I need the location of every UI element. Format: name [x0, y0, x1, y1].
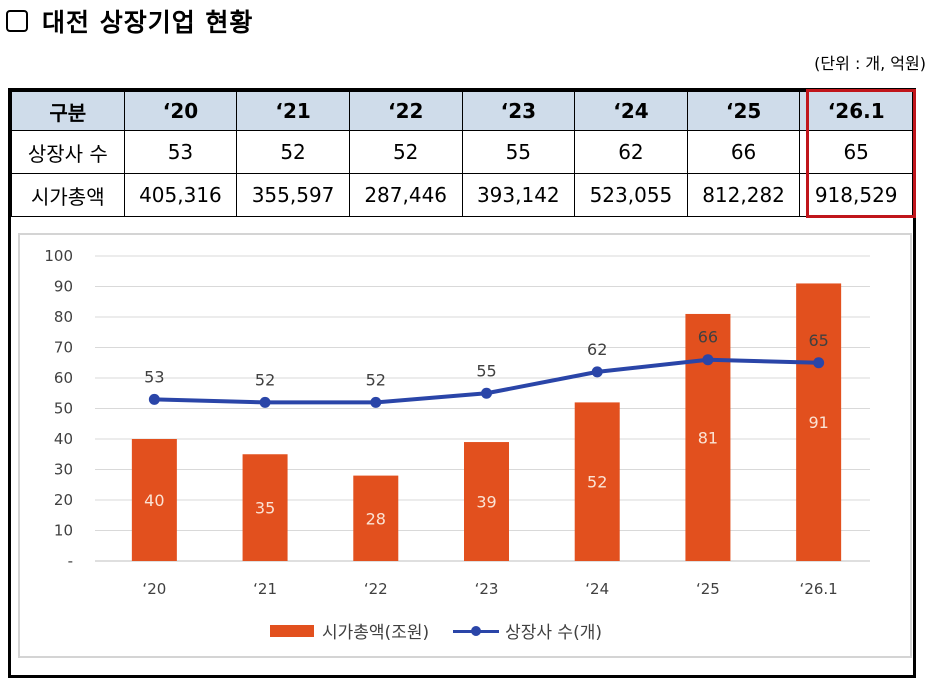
line-data-label: 62 — [587, 340, 607, 359]
table-cell: 62 — [574, 130, 688, 174]
x-axis-ticks: ‘20 ‘21 ‘22 ‘23 ‘24 ‘25 ‘26.1 — [142, 580, 837, 598]
bar-series: 40 35 28 39 52 81 91 — [131, 283, 842, 561]
table-cell: 287,446 — [348, 173, 463, 217]
y-tick-label: 50 — [54, 400, 73, 418]
summary-table: 구분 ‘20 ‘21 ‘22 ‘23 ‘24 ‘25 ‘26.1 상장사 수 5… — [11, 91, 913, 217]
unit-note: (단위 : 개, 억원) — [814, 54, 926, 73]
table-header-row: 구분 ‘20 ‘21 ‘22 ‘23 ‘24 ‘25 ‘26.1 — [11, 91, 913, 131]
legend-label-bar: 시가총액(조원) — [322, 623, 430, 643]
bar-data-label: 52 — [587, 473, 607, 492]
table-cell: 66 — [686, 130, 801, 174]
x-tick-label: ‘25 — [696, 580, 720, 598]
header-cell: ‘20 — [123, 91, 238, 131]
line-data-label: 65 — [808, 331, 828, 350]
line-point — [813, 357, 825, 369]
line-data-label: 53 — [144, 367, 164, 386]
y-tick-label: 60 — [54, 369, 73, 387]
page-title: 대전 상장기업 현황 — [6, 4, 253, 38]
line-point — [259, 396, 271, 408]
table-cell: 55 — [461, 130, 576, 174]
table-cell: 405,316 — [123, 173, 238, 217]
x-tick-label: ‘21 — [253, 580, 277, 598]
legend-swatch-line — [453, 624, 500, 638]
header-cell: ‘23 — [461, 91, 576, 131]
chart-legend: 시가총액(조원) 상장사 수(개) — [270, 618, 602, 643]
legend-label-line: 상장사 수(개) — [505, 623, 602, 643]
bar-data-label: 39 — [476, 493, 496, 512]
y-tick-label: 100 — [44, 247, 73, 265]
header-cell: ‘25 — [686, 91, 801, 131]
line-data-label: 52 — [255, 370, 275, 389]
bar — [574, 402, 620, 561]
line-data-label: 66 — [698, 328, 718, 347]
row-label: 상장사 수 — [11, 130, 125, 174]
bar — [131, 439, 177, 561]
y-tick-label: 30 — [54, 461, 73, 479]
y-tick-label: 70 — [54, 339, 73, 357]
table-cell: 52 — [236, 130, 350, 174]
y-tick-label: - — [68, 552, 73, 570]
bar-data-label: 40 — [144, 491, 164, 510]
table-cell: 918,529 — [799, 173, 913, 217]
x-tick-label: ‘23 — [475, 580, 499, 598]
line-point — [148, 393, 160, 405]
bar — [242, 454, 288, 561]
table-cell: 355,597 — [236, 173, 350, 217]
table-cell: 393,142 — [461, 173, 576, 217]
bar-data-label: 35 — [255, 499, 275, 518]
table-row: 시가총액 405,316 355,597 287,446 393,142 523… — [11, 173, 913, 217]
line-point — [481, 387, 492, 399]
page-title-text: 대전 상장기업 현황 — [42, 8, 254, 37]
header-cell: ‘22 — [348, 91, 463, 131]
table-cell: 523,055 — [574, 173, 688, 217]
bar-data-label: 91 — [808, 413, 828, 432]
bar-data-label: 81 — [698, 428, 718, 447]
content-frame — [8, 88, 916, 678]
header-cell: ‘21 — [236, 91, 350, 131]
bar — [353, 475, 399, 561]
line-point — [591, 366, 603, 378]
line-point — [370, 396, 382, 408]
table-row: 상장사 수 53 52 52 55 62 66 65 — [11, 130, 913, 174]
x-tick-label: ‘24 — [585, 580, 609, 598]
legend-swatch-bar — [270, 624, 314, 637]
table-cell: 52 — [348, 130, 463, 174]
y-axis-ticks: - 10 20 30 40 50 60 70 80 90 100 — [44, 247, 73, 570]
y-tick-label: 10 — [54, 522, 73, 540]
checkbox-square-icon — [6, 10, 28, 32]
bar — [464, 442, 509, 561]
header-cell: ‘24 — [574, 91, 688, 131]
y-tick-label: 80 — [54, 308, 73, 326]
line-point — [702, 354, 714, 366]
line-series: 53 52 52 55 62 66 65 — [144, 328, 829, 408]
x-tick-label: ‘26.1 — [800, 580, 838, 598]
y-tick-label: 20 — [54, 491, 73, 509]
row-label: 시가총액 — [11, 173, 125, 217]
line-data-label: 52 — [366, 370, 386, 389]
y-tick-label: 90 — [54, 278, 73, 296]
table-cell: 812,282 — [686, 173, 801, 217]
bar-data-label: 28 — [366, 509, 386, 528]
y-tick-label: 40 — [54, 430, 73, 448]
bar — [796, 283, 842, 561]
line-data-label: 55 — [476, 361, 496, 380]
x-tick-label: ‘20 — [142, 580, 166, 598]
x-tick-label: ‘22 — [364, 580, 388, 598]
